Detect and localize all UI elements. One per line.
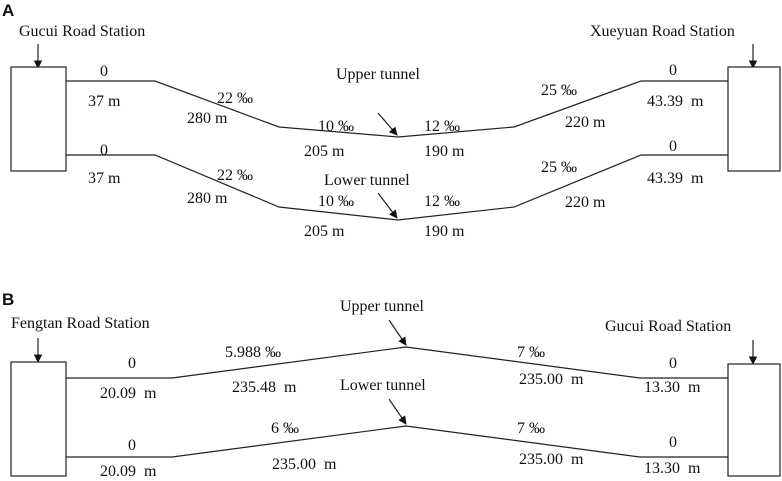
- panel-a-upper-seg5-length: 220 m: [565, 114, 606, 131]
- panel-a-upper-tunnel-label: Upper tunnel: [336, 66, 421, 83]
- panel-a-lower-seg2-length: 280 m: [187, 190, 228, 207]
- panel-b-upper-seg3-grade: 7 ‰: [517, 344, 545, 361]
- panel-a-lower-seg1-grade: 0: [100, 142, 108, 159]
- panel-a-upper-tunnel-profile: [66, 80, 728, 138]
- panel-b: B Fengtan Road Station Gucui Road Statio…: [2, 290, 781, 480]
- panel-b-upper-seg2-grade: 5.988 ‰: [225, 344, 281, 361]
- panel-b-lower-seg1-grade: 0: [128, 437, 136, 454]
- panel-a-right-station-label: Xueyuan Road Station: [590, 23, 735, 40]
- panel-b-lower-seg4-length: 13.30 m: [644, 460, 701, 477]
- panel-b-upper-seg4-length: 13.30 m: [644, 379, 701, 396]
- panel-b-upper-seg4-grade: 0: [669, 355, 677, 372]
- panel-a-upper-seg5-grade: 25 ‰: [541, 82, 577, 99]
- panel-a-upper-seg6-length: 43.39 m: [647, 93, 704, 110]
- panel-b-upper-seg1-grade: 0: [128, 355, 136, 372]
- panel-a-lower-seg1-length: 37 m: [88, 170, 121, 187]
- panel-b-lower-seg3-length: 235.00 m: [519, 451, 584, 468]
- panel-b-upper-seg2-length: 235.48 m: [232, 379, 297, 396]
- panel-a-lower-seg5-length: 220 m: [565, 194, 606, 211]
- panel-a-right-station-box: [727, 66, 781, 172]
- panel-a-lower-tunnel-pointer: [377, 192, 398, 219]
- panel-b-right-station-label: Gucui Road Station: [605, 318, 731, 335]
- panel-b-upper-seg1-length: 20.09 m: [100, 385, 157, 402]
- panel-a-upper-seg6-grade: 0: [669, 62, 677, 79]
- panel-b-lower-tunnel-label: Lower tunnel: [340, 377, 426, 394]
- panel-a-lower-seg4-length: 190 m: [424, 223, 465, 240]
- panel-b-upper-tunnel-pointer: [388, 319, 407, 346]
- panel-a-upper-seg3-length: 205 m: [304, 143, 345, 160]
- panel-a-upper-seg3-grade: 10 ‰: [318, 118, 354, 135]
- panel-a-lower-seg4-grade: 12 ‰: [424, 193, 460, 210]
- panel-a-lower-seg5-grade: 25 ‰: [541, 159, 577, 176]
- panel-a-upper-seg1-grade: 0: [100, 63, 108, 80]
- panel-a-upper-seg2-length: 280 m: [187, 110, 228, 127]
- panel-b-lower-seg4-grade: 0: [669, 434, 677, 451]
- panel-a-left-station-box: [10, 66, 67, 172]
- panel-b-label: B: [2, 290, 14, 309]
- panel-a-lower-seg3-length: 205 m: [304, 223, 345, 240]
- panel-a-lower-tunnel-profile: [66, 154, 728, 221]
- panel-a-lower-seg6-grade: 0: [669, 138, 677, 155]
- panel-a-upper-seg4-length: 190 m: [424, 143, 465, 160]
- panel-a-lower-seg6-length: 43.39 m: [647, 170, 704, 187]
- panel-a-upper-tunnel-pointer: [377, 112, 398, 136]
- panel-a-lower-tunnel-label: Lower tunnel: [324, 172, 410, 189]
- panel-b-left-station-box: [10, 361, 67, 477]
- panel-a-left-station-label: Gucui Road Station: [19, 23, 145, 40]
- panel-b-upper-tunnel-profile: [66, 346, 728, 379]
- panel-b-lower-tunnel-profile: [66, 425, 728, 458]
- panel-b-right-station-box: [727, 363, 781, 477]
- panel-a-upper-seg4-grade: 12 ‰: [424, 118, 460, 135]
- panel-b-lower-tunnel-pointer: [388, 398, 407, 425]
- panel-a-upper-seg1-length: 37 m: [88, 93, 121, 110]
- panel-a-lower-seg3-grade: 10 ‰: [318, 193, 354, 210]
- panel-b-upper-seg3-length: 235.00 m: [519, 371, 584, 388]
- panel-a-lower-seg2-grade: 22 ‰: [217, 167, 253, 184]
- panel-b-lower-seg1-length: 20.09 m: [100, 463, 157, 480]
- panel-b-lower-seg2-length: 235.00 m: [272, 456, 337, 473]
- panel-a: A Gucui Road Station Xueyuan Road Statio…: [2, 1, 781, 240]
- panel-b-lower-seg2-grade: 6 ‰: [271, 420, 299, 437]
- panel-b-lower-seg3-grade: 7 ‰: [517, 420, 545, 437]
- panel-b-left-station-label: Fengtan Road Station: [11, 315, 150, 332]
- panel-b-upper-tunnel-label: Upper tunnel: [340, 298, 425, 315]
- panel-a-label: A: [2, 1, 14, 20]
- panel-a-upper-seg2-grade: 22 ‰: [217, 90, 253, 107]
